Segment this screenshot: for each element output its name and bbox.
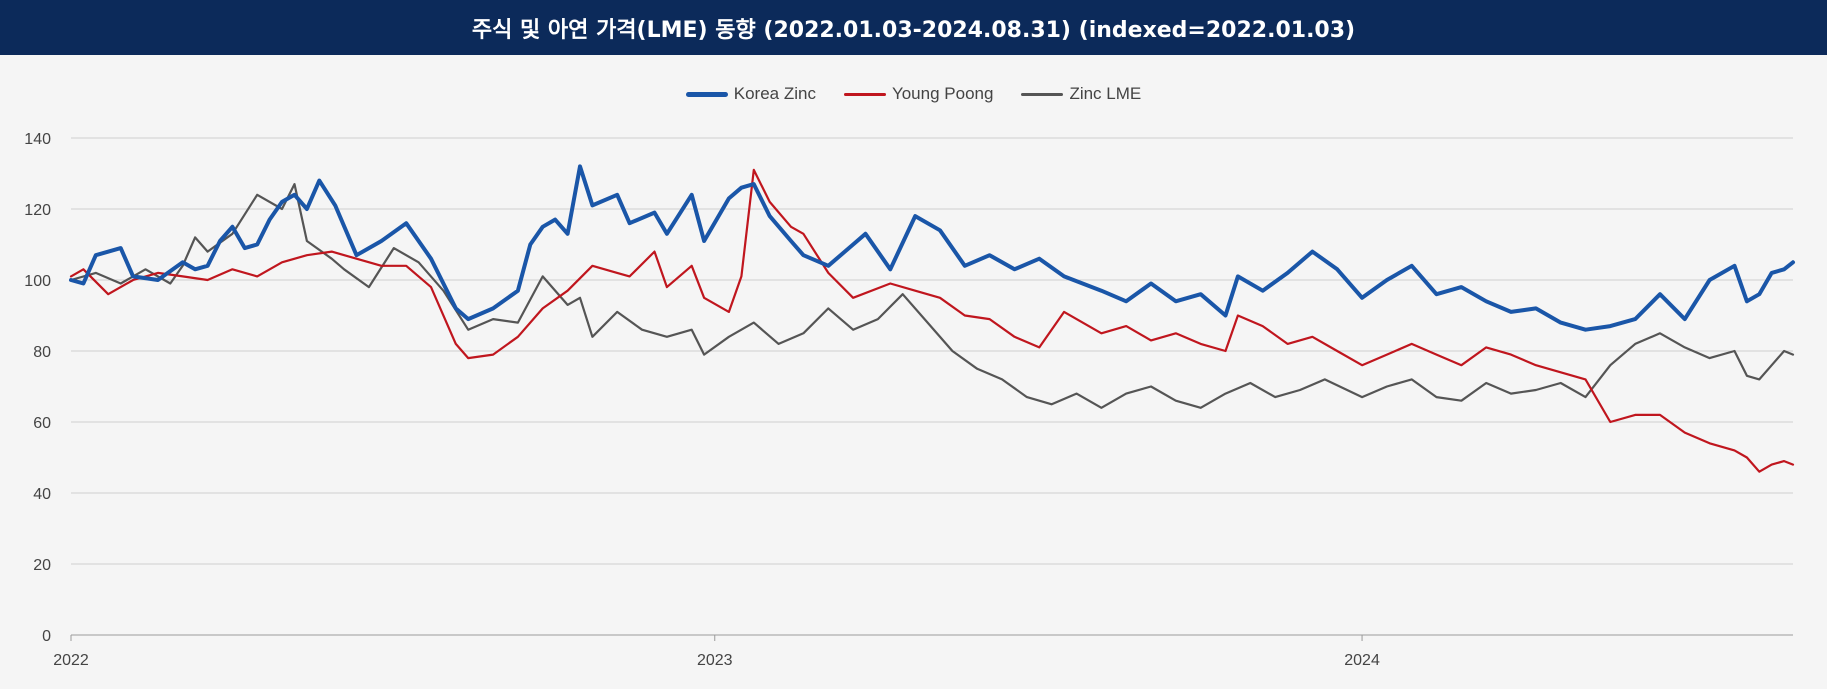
legend-label-zinc-lme: Zinc LME	[1069, 84, 1142, 103]
legend-swatch-korea-zinc	[685, 91, 728, 97]
chart-legend: Korea Zinc Young Poong Zinc LME	[0, 84, 1827, 104]
legend-item-zinc-lme: Zinc LME	[1021, 84, 1141, 104]
x-tick-label-2024: 2024	[1344, 652, 1380, 669]
y-tick-label-40: 40	[33, 486, 51, 503]
legend-item-korea-zinc: Korea Zinc	[685, 84, 816, 104]
y-tick-label-60: 60	[33, 415, 51, 432]
y-tick-label-100: 100	[24, 273, 51, 290]
legend-label-korea-zinc: Korea Zinc	[733, 84, 816, 103]
x-tick-label-2022: 2022	[53, 652, 89, 669]
series-line-korea-zinc	[69, 164, 1795, 332]
legend-swatch-zinc-lme	[1021, 92, 1064, 96]
y-tick-label-20: 20	[33, 557, 51, 574]
y-tick-label-80: 80	[33, 344, 51, 361]
legend-item-young-poong: Young Poong	[843, 84, 994, 104]
x-tick-label-2023: 2023	[697, 652, 733, 669]
series-line-young-poong	[69, 168, 1795, 473]
legend-label-young-poong: Young Poong	[891, 84, 994, 103]
legend-swatch-young-poong	[843, 92, 886, 96]
y-tick-label-140: 140	[24, 131, 51, 148]
chart-title: 주식 및 아연 가격(LME) 동향 (2022.01.03-2024.08.3…	[0, 0, 1827, 55]
y-tick-label-120: 120	[24, 202, 51, 219]
y-tick-label-0: 0	[42, 628, 51, 645]
